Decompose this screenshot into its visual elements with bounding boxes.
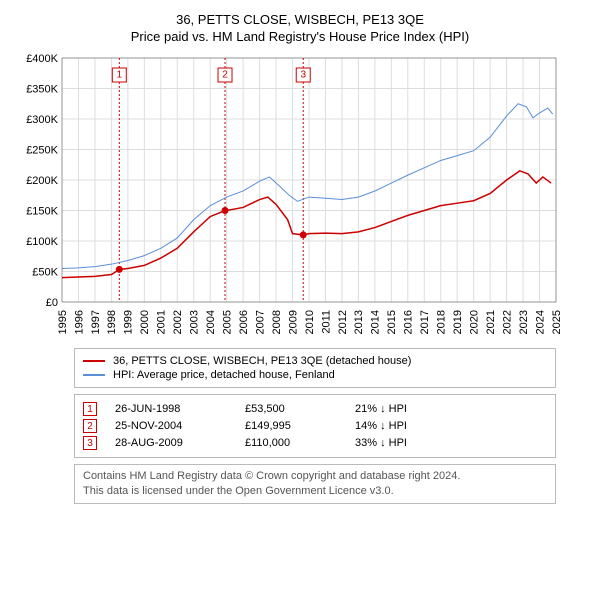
svg-text:£150K: £150K bbox=[26, 206, 58, 218]
line-chart: £0 £50K £100K £150K £200K £250K £300K £350K £400… bbox=[14, 52, 574, 342]
svg-text:2008: 2008 bbox=[271, 310, 283, 334]
svg-text:2024: 2024 bbox=[534, 310, 546, 334]
legend-label: HPI: Average price, detached house, Fenl… bbox=[113, 369, 335, 381]
sale-price: £53,500 bbox=[245, 403, 355, 415]
svg-text:2002: 2002 bbox=[172, 310, 184, 334]
table-row: 1 26-JUN-1998£53,50021% ↓ HPI bbox=[83, 402, 547, 416]
svg-text:1995: 1995 bbox=[57, 310, 69, 334]
svg-text:2012: 2012 bbox=[337, 310, 349, 334]
svg-text:£100K: £100K bbox=[26, 236, 58, 248]
svg-text:1999: 1999 bbox=[123, 310, 135, 334]
chart-area: £0 £50K £100K £150K £200K £250K £300K £350K £400… bbox=[14, 52, 586, 342]
svg-text:2014: 2014 bbox=[370, 310, 382, 334]
svg-text:£200K: £200K bbox=[26, 175, 58, 187]
legend: 36, PETTS CLOSE, WISBECH, PE13 3QE (deta… bbox=[74, 348, 556, 388]
svg-text:£300K: £300K bbox=[26, 114, 58, 126]
svg-text:2019: 2019 bbox=[452, 310, 464, 334]
svg-text:2025: 2025 bbox=[551, 310, 563, 334]
svg-text:£400K: £400K bbox=[26, 53, 58, 65]
svg-text:2010: 2010 bbox=[304, 310, 316, 334]
sale-delta-hpi: 33% ↓ HPI bbox=[355, 437, 407, 449]
legend-row: 36, PETTS CLOSE, WISBECH, PE13 3QE (deta… bbox=[83, 355, 547, 367]
svg-text:2020: 2020 bbox=[469, 310, 481, 334]
sale-delta-hpi: 14% ↓ HPI bbox=[355, 420, 407, 432]
svg-text:2000: 2000 bbox=[139, 310, 151, 334]
svg-text:1998: 1998 bbox=[106, 310, 118, 334]
svg-text:1996: 1996 bbox=[73, 310, 85, 334]
attribution-footer: Contains HM Land Registry data © Crown c… bbox=[74, 464, 556, 504]
svg-text:2015: 2015 bbox=[386, 310, 398, 334]
sale-marker-badge: 3 bbox=[83, 436, 97, 450]
table-row: 3 28-AUG-2009£110,00033% ↓ HPI bbox=[83, 436, 547, 450]
sale-date: 26-JUN-1998 bbox=[115, 403, 245, 415]
svg-text:2021: 2021 bbox=[485, 310, 497, 334]
footer-line: Contains HM Land Registry data © Crown c… bbox=[83, 469, 547, 484]
sale-date: 28-AUG-2009 bbox=[115, 437, 245, 449]
legend-swatch bbox=[83, 360, 105, 362]
sale-marker-badge: 1 bbox=[83, 402, 97, 416]
svg-text:2022: 2022 bbox=[501, 310, 513, 334]
table-row: 2 25-NOV-2004£149,99514% ↓ HPI bbox=[83, 419, 547, 433]
svg-text:£250K: £250K bbox=[26, 145, 58, 157]
svg-text:2006: 2006 bbox=[238, 310, 250, 334]
sale-price: £110,000 bbox=[245, 437, 355, 449]
svg-text:2009: 2009 bbox=[287, 310, 299, 334]
svg-text:2016: 2016 bbox=[403, 310, 415, 334]
sale-delta-hpi: 21% ↓ HPI bbox=[355, 403, 407, 415]
svg-text:1: 1 bbox=[117, 70, 123, 81]
svg-text:£0: £0 bbox=[46, 297, 58, 309]
svg-text:2018: 2018 bbox=[436, 310, 448, 334]
svg-text:2011: 2011 bbox=[320, 310, 332, 334]
legend-row: HPI: Average price, detached house, Fenl… bbox=[83, 369, 547, 381]
svg-text:2007: 2007 bbox=[254, 310, 266, 334]
sale-price: £149,995 bbox=[245, 420, 355, 432]
svg-text:2003: 2003 bbox=[189, 310, 201, 334]
svg-text:2004: 2004 bbox=[205, 310, 217, 334]
svg-text:£50K: £50K bbox=[32, 267, 58, 279]
legend-swatch bbox=[83, 374, 105, 376]
sale-date: 25-NOV-2004 bbox=[115, 420, 245, 432]
svg-text:2013: 2013 bbox=[353, 310, 365, 334]
svg-text:2005: 2005 bbox=[222, 310, 234, 334]
svg-text:£350K: £350K bbox=[26, 84, 58, 96]
svg-text:3: 3 bbox=[300, 70, 306, 81]
svg-text:2001: 2001 bbox=[156, 310, 168, 334]
sale-marker-badge: 2 bbox=[83, 419, 97, 433]
chart-title: 36, PETTS CLOSE, WISBECH, PE13 3QE bbox=[14, 12, 586, 27]
chart-subtitle: Price paid vs. HM Land Registry's House … bbox=[14, 29, 586, 44]
footer-line: This data is licensed under the Open Gov… bbox=[83, 484, 547, 499]
svg-text:2017: 2017 bbox=[419, 310, 431, 334]
svg-text:2023: 2023 bbox=[518, 310, 530, 334]
svg-text:1997: 1997 bbox=[90, 310, 102, 334]
sales-table: 1 26-JUN-1998£53,50021% ↓ HPI 2 25-NOV-2004… bbox=[74, 394, 556, 458]
legend-label: 36, PETTS CLOSE, WISBECH, PE13 3QE (deta… bbox=[113, 355, 411, 367]
svg-text:2: 2 bbox=[222, 70, 228, 81]
